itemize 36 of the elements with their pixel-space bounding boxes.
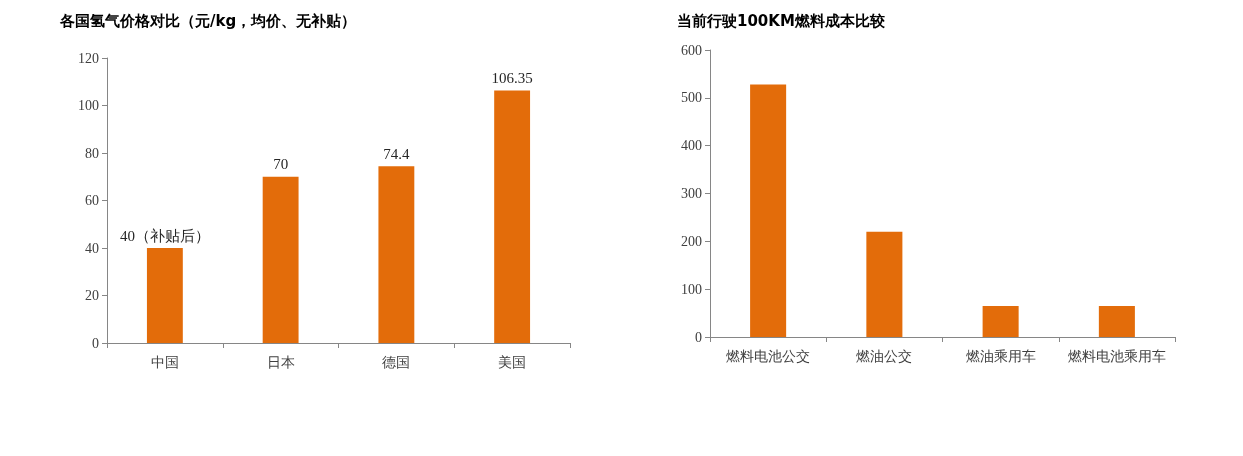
y-tick-label: 100 xyxy=(78,98,99,113)
bar xyxy=(494,90,531,343)
chart-title: 各国氢气价格对比（元/kg，均价、无补贴） xyxy=(59,11,357,30)
y-tick-label: 40 xyxy=(85,240,99,256)
chart-title: 当前行驶100KM燃料成本比较 xyxy=(677,11,886,30)
x-tick-label: 燃料电池乘用车 xyxy=(1067,348,1166,364)
data-label: 74.4 xyxy=(383,145,410,162)
y-tick-label: 100 xyxy=(681,281,702,297)
y-tick-label: 600 xyxy=(681,42,702,58)
x-tick-label: 中国 xyxy=(150,354,179,370)
y-tick-label: 400 xyxy=(681,138,702,154)
bar xyxy=(146,248,183,343)
x-tick-label: 燃油乘用车 xyxy=(965,348,1036,364)
bar xyxy=(866,231,903,337)
y-tick-label: 60 xyxy=(85,193,99,208)
y-tick-label: 80 xyxy=(85,145,99,161)
y-tick-label: 0 xyxy=(92,335,99,351)
y-tick-label: 20 xyxy=(85,288,99,303)
x-tick-label: 燃油公交 xyxy=(856,348,913,364)
y-tick-label: 0 xyxy=(695,329,702,345)
x-tick-label: 美国 xyxy=(498,354,527,370)
y-tick-label: 300 xyxy=(681,186,702,201)
x-tick-label: 德国 xyxy=(382,354,411,370)
data-label: 106.35 xyxy=(491,69,533,86)
bar xyxy=(982,305,1019,337)
data-label: 40（补贴后） xyxy=(119,227,210,244)
y-tick-label: 200 xyxy=(681,233,702,249)
bar xyxy=(262,176,299,343)
y-tick-label: 500 xyxy=(681,90,702,106)
x-tick-label: 日本 xyxy=(266,354,295,370)
bar xyxy=(378,166,415,343)
data-label: 70 xyxy=(273,156,289,173)
bar xyxy=(750,84,787,337)
x-tick-label: 燃料电池公交 xyxy=(726,348,811,364)
bar xyxy=(1098,305,1135,337)
y-tick-label: 120 xyxy=(78,50,99,66)
